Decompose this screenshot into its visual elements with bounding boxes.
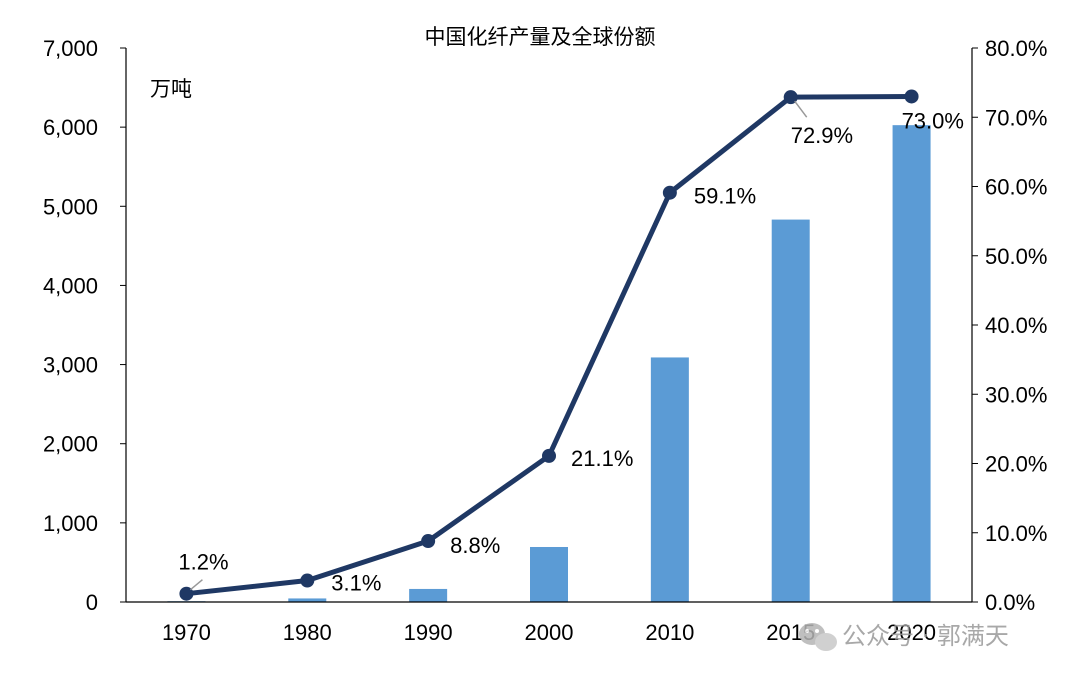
y-right-tick-label: 10.0% [985,521,1047,546]
y-left-tick-label: 1,000 [43,511,98,536]
share-point-2000 [542,448,556,463]
line-layer [179,89,919,601]
y-right-tick-label: 60.0% [985,175,1047,200]
axes-layer: 0 1,000 2,000 3,000 4,000 5,000 6,000 7,000 0.0%… [43,36,1047,645]
wechat-icon [799,623,837,651]
y-right-tick-label: 70.0% [985,105,1047,130]
y-right-tick-label: 80.0% [985,36,1047,61]
chart-title: 中国化纤产量及全球份额 [425,25,656,49]
bar-1980 [288,598,327,602]
x-tick-label: 2010 [645,620,694,645]
x-tick-label: 1970 [162,620,211,645]
data-label-1990: 8.8% [450,533,500,558]
y-right-tick-label: 30.0% [985,382,1047,407]
y-left-tick-label: 3,000 [43,353,98,378]
share-point-2010 [662,185,677,200]
share-point-1970 [179,586,194,601]
bar-2010 [650,357,689,602]
bar-2020 [892,125,931,603]
y-unit-label: 万吨 [150,77,192,101]
label-leader-line [794,100,808,118]
y-left-tick-label: 2,000 [43,432,98,457]
y-left-tick-label: 7,000 [43,36,98,61]
data-labels-layer: 1.2% 3.1% 8.8% 21.1% 59.1% 72.9% 73.0% [178,100,964,596]
y-right-tick-label: 50.0% [985,244,1047,269]
x-tick-label: 1980 [283,620,332,645]
y-left-tick-label: 5,000 [43,194,98,219]
data-label-2020: 73.0% [902,108,964,133]
share-point-1980 [300,573,315,588]
bar-2015 [771,219,810,602]
y-left-tick-label: 4,000 [43,273,98,298]
data-label-1970: 1.2% [178,550,228,575]
share-point-2020 [904,89,919,104]
data-label-1980: 3.1% [331,571,381,596]
label-leader-line [189,579,203,591]
data-label-2015: 72.9% [791,123,853,148]
watermark-text: 公众号 · 郭满天 [842,622,1009,650]
y-left-tick-label: 6,000 [43,115,98,140]
bar-1990 [409,588,448,602]
bar-2000 [530,546,568,602]
share-point-1990 [421,534,436,549]
y-right-tick-label: 40.0% [985,313,1047,338]
data-label-2000: 21.1% [571,446,633,471]
share-point-2015 [783,90,798,105]
data-label-2010: 59.1% [694,184,756,209]
y-right-tick-label: 20.0% [985,452,1047,477]
y-right-tick-label: 0.0% [985,590,1035,615]
y-left-tick-label: 0 [86,590,98,615]
bars-layer [167,125,931,603]
x-tick-label: 2020 [887,620,936,645]
x-tick-label: 1990 [404,620,453,645]
watermark: 公众号 · 郭满天 [799,622,1009,651]
x-tick-label: 2000 [525,620,574,645]
